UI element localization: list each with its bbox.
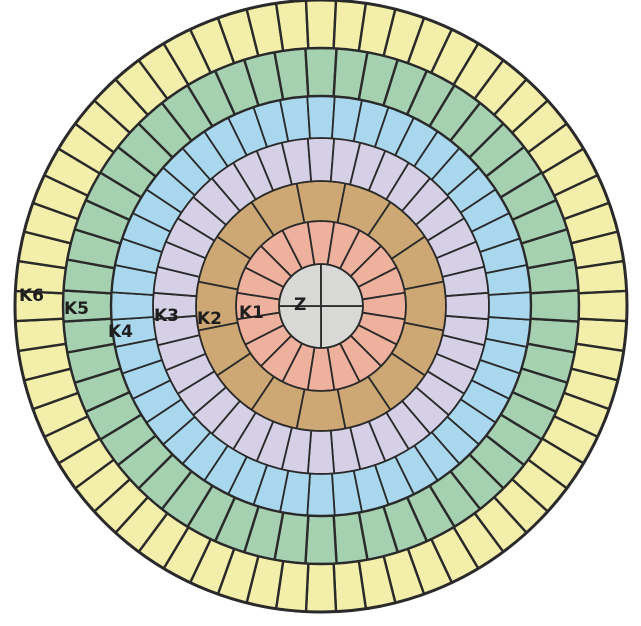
segment-k6 — [14, 317, 67, 353]
segment-k4 — [110, 291, 155, 321]
segment-k6 — [577, 289, 629, 323]
ring-label-k5: K5 — [64, 299, 89, 319]
segment-k3 — [306, 429, 336, 475]
ring-label-k1: K1 — [239, 303, 264, 323]
segment-k6 — [304, 562, 338, 614]
outer-rim — [13, 0, 629, 614]
segment-k6 — [274, 0, 310, 52]
segment-k4 — [306, 95, 336, 140]
ring-label-k2: K2 — [197, 309, 222, 329]
segment-k5 — [304, 514, 338, 566]
segment-k6 — [304, 0, 338, 50]
ring-label-k4: K4 — [108, 322, 133, 342]
ring-label-k6: K6 — [19, 286, 44, 306]
segment-k2 — [403, 280, 447, 332]
ring-segments — [13, 0, 629, 614]
ring-labels: K6 K5 K4 K3 K2 K1 Z — [19, 286, 306, 342]
segment-k4 — [487, 291, 532, 321]
ring-label-k3: K3 — [154, 306, 179, 326]
segment-k3 — [444, 291, 490, 321]
segment-k3 — [306, 137, 336, 183]
segment-k5 — [304, 46, 338, 98]
segment-k6 — [332, 560, 368, 613]
ring-label-z: Z — [294, 295, 306, 315]
segment-k6 — [575, 259, 628, 295]
segment-k4 — [306, 472, 336, 517]
segment-k5 — [529, 289, 581, 323]
